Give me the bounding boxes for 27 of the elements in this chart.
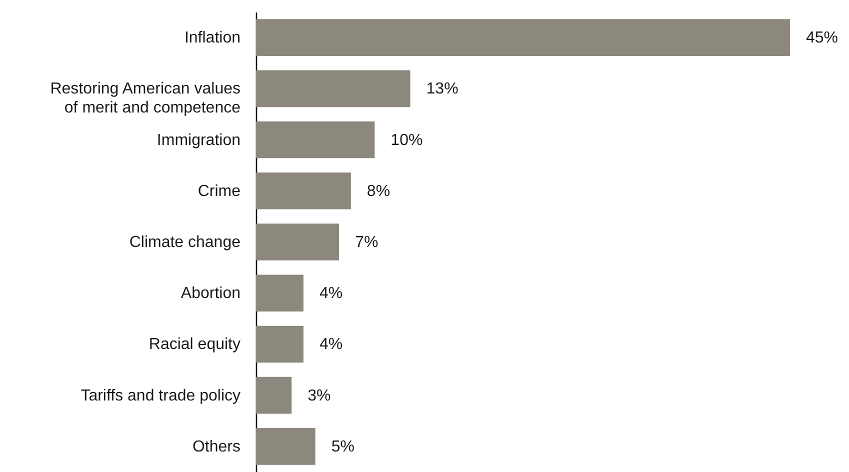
y-tick-label: Others — [192, 438, 240, 456]
data-label: 45% — [806, 30, 838, 47]
y-tick-label: Racial equity — [148, 336, 240, 354]
y-tick-label: Inflation — [184, 30, 240, 47]
data-label: 3% — [308, 387, 331, 404]
data-label: 7% — [355, 234, 378, 251]
bar — [256, 172, 351, 210]
data-label: 5% — [331, 438, 354, 456]
y-tick-label: Abortion — [180, 285, 240, 302]
bar — [256, 376, 292, 414]
data-label: 4% — [319, 285, 343, 302]
bar — [256, 121, 375, 158]
y-tick-label: Immigration — [156, 132, 240, 149]
y-tick-label: Crime — [198, 182, 241, 200]
y-tick-label: Climate change — [129, 234, 241, 251]
bar — [256, 70, 410, 108]
data-label: 10% — [390, 132, 423, 149]
bar — [256, 19, 790, 56]
data-label: 8% — [366, 182, 390, 200]
data-label: 4% — [319, 336, 343, 354]
bar — [256, 326, 304, 363]
data-label: 13% — [426, 80, 458, 98]
y-tick-label: Restoring American values of merit and competence — [50, 80, 241, 117]
bar — [256, 274, 304, 312]
bar — [256, 428, 316, 465]
y-tick-label: Tariffs and trade policy — [80, 387, 240, 404]
bar — [256, 224, 340, 260]
